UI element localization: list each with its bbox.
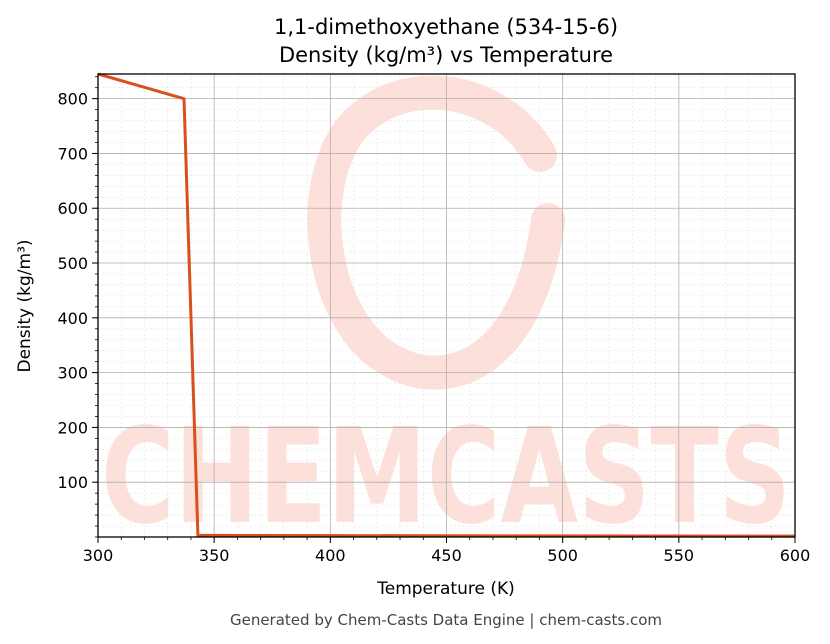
x-tick-label: 500	[547, 546, 578, 565]
watermark-text: CHEMCASTS	[101, 400, 791, 554]
chart-subtitle: Density (kg/m³) vs Temperature	[279, 43, 613, 67]
y-tick-label: 100	[57, 473, 88, 492]
y-tick-label: 700	[57, 144, 88, 163]
x-tick-label: 550	[664, 546, 695, 565]
y-tick-label: 200	[57, 418, 88, 437]
x-tick-label: 350	[199, 546, 230, 565]
axis-ticks	[92, 76, 796, 543]
x-tick-label: 600	[780, 546, 811, 565]
series-layer	[97, 72, 796, 538]
x-tick-labels: 300 350 400 450 500 550 600	[83, 546, 811, 565]
x-axis-title: Temperature (K)	[376, 579, 515, 599]
y-tick-label: 300	[57, 364, 88, 383]
x-tick-label: 450	[431, 546, 462, 565]
x-tick-label: 400	[315, 546, 346, 565]
y-tick-label: 500	[57, 254, 88, 273]
density-line	[97, 72, 796, 538]
y-tick-label: 600	[57, 199, 88, 218]
x-tick-label: 300	[83, 546, 114, 565]
y-axis-title: Density (kg/m³)	[15, 239, 35, 372]
chart-title: 1,1-dimethoxyethane (534-15-6)	[274, 15, 618, 39]
footer-credit: Generated by Chem-Casts Data Engine | ch…	[230, 611, 662, 629]
watermark: CHEMCASTS	[101, 75, 791, 554]
y-tick-label: 800	[57, 90, 88, 109]
y-tick-label: 400	[57, 309, 88, 328]
y-tick-labels: 100 200 300 400 500 600 700 800	[57, 90, 88, 493]
watermark-logo-arc	[307, 75, 565, 390]
